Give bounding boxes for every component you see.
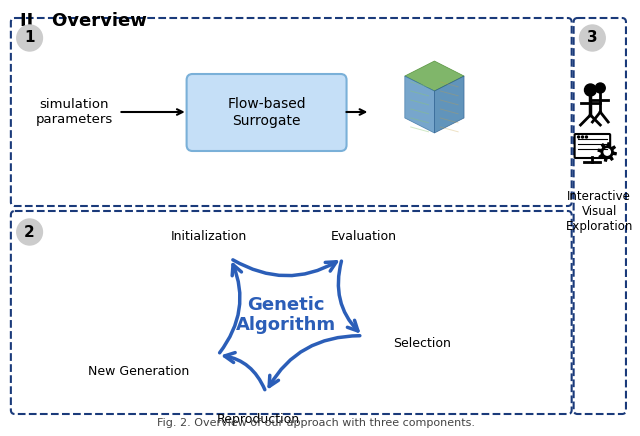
Text: Interactive
Visual
Exploration: Interactive Visual Exploration <box>566 190 633 233</box>
Circle shape <box>602 146 613 158</box>
FancyBboxPatch shape <box>575 134 610 158</box>
Text: Flow-based
Surrogate: Flow-based Surrogate <box>227 97 306 128</box>
Circle shape <box>582 136 584 138</box>
Circle shape <box>580 25 605 51</box>
Text: II   Overview: II Overview <box>20 12 147 30</box>
Polygon shape <box>602 144 605 148</box>
Circle shape <box>17 25 42 51</box>
Circle shape <box>584 84 596 96</box>
Polygon shape <box>605 157 607 161</box>
Text: Genetic
Algorithm: Genetic Algorithm <box>236 296 337 334</box>
Text: Selection: Selection <box>393 337 451 351</box>
Text: 1: 1 <box>24 31 35 45</box>
Polygon shape <box>599 154 603 158</box>
Text: 2: 2 <box>24 225 35 239</box>
Circle shape <box>595 83 605 93</box>
Polygon shape <box>405 61 464 91</box>
Circle shape <box>604 149 611 155</box>
Text: Initialization: Initialization <box>171 231 248 243</box>
Text: Fig. 2. Overview of our approach with three components.: Fig. 2. Overview of our approach with th… <box>157 418 475 428</box>
Polygon shape <box>598 149 602 152</box>
Text: New Generation: New Generation <box>88 365 189 378</box>
Polygon shape <box>612 152 616 155</box>
Text: simulation
parameters: simulation parameters <box>35 98 113 126</box>
Circle shape <box>577 136 580 138</box>
Polygon shape <box>609 156 613 160</box>
Polygon shape <box>611 146 615 150</box>
Polygon shape <box>607 143 610 146</box>
Text: Reproduction: Reproduction <box>217 413 300 426</box>
Circle shape <box>586 136 588 138</box>
Polygon shape <box>405 76 435 133</box>
Circle shape <box>17 219 42 245</box>
Text: Evaluation: Evaluation <box>330 231 396 243</box>
Polygon shape <box>435 76 464 133</box>
Text: 3: 3 <box>587 31 598 45</box>
FancyBboxPatch shape <box>187 74 346 151</box>
